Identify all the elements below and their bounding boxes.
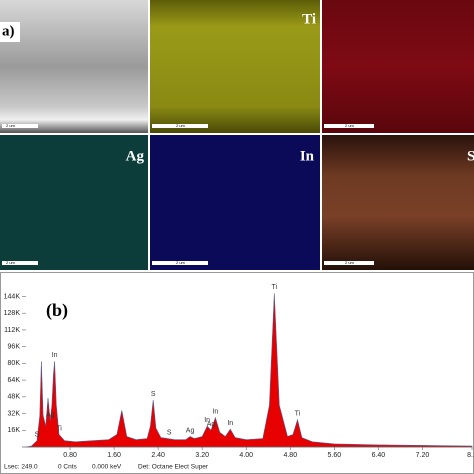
peak-label: S <box>151 391 156 398</box>
x-tick-label: 0.80 <box>63 452 77 459</box>
peak-label: S <box>167 430 172 437</box>
y-tick-label: 144K <box>4 293 21 300</box>
chart-title: (b) <box>46 300 68 321</box>
panel-label: Ti <box>302 11 316 27</box>
scale-bar <box>152 261 208 265</box>
peak-label: S <box>35 432 40 439</box>
scale-bar <box>324 124 374 128</box>
scale-label: 2 um <box>6 123 16 128</box>
panel-label: In <box>300 148 315 164</box>
sem-image <box>0 0 148 133</box>
peak-label: In <box>52 352 58 359</box>
panel-label: Ag <box>126 148 145 164</box>
scale-label: 2 um <box>176 260 186 265</box>
peak-label: Ti <box>56 425 62 432</box>
peak-label: Ag <box>207 421 216 428</box>
ti-map <box>150 0 320 133</box>
scale-bar <box>152 124 208 128</box>
scale-bar <box>2 124 38 128</box>
in-map <box>150 135 320 270</box>
y-tick-label: 112K <box>4 327 20 334</box>
footer: Det: Octane Elect Super <box>138 464 209 471</box>
scale-bar <box>2 261 38 265</box>
x-tick-label: 3.20 <box>195 452 209 459</box>
panel-label: S <box>467 148 474 164</box>
x-tick-label: 2.40 <box>151 452 165 459</box>
s-map <box>322 135 474 270</box>
spectrum-area <box>25 293 473 448</box>
x-tick-label: 4.00 <box>239 452 253 459</box>
footer: 0.000 keV <box>92 464 122 471</box>
map <box>322 0 474 133</box>
peak-label: Ag <box>46 412 55 419</box>
y-tick-label: 96K <box>8 344 21 351</box>
y-tick-label: 48K <box>8 394 21 401</box>
ag-map <box>0 135 148 270</box>
footer: Lsec: 249.0 <box>4 464 38 471</box>
scale-bars: 2 um 2 um 2 um 2 um 2 um 2 um <box>2 123 374 265</box>
x-tick-label: 6.40 <box>372 452 386 459</box>
x-tick-label: 4.80 <box>283 452 297 459</box>
scale-label: 2 um <box>6 260 16 265</box>
x-tick-label: 7.20 <box>416 452 430 459</box>
label-box <box>0 22 20 42</box>
scale-label: 2 um <box>345 260 355 265</box>
scale-bar <box>324 261 374 265</box>
footer: 0 Cnts <box>58 464 78 471</box>
spectrum-panel <box>0 272 474 474</box>
scale-label: 2 um <box>176 123 186 128</box>
panel-label: a) <box>2 23 15 39</box>
peak-label: Ag <box>186 427 195 434</box>
x-tick-label: 8.1 <box>467 452 474 459</box>
y-tick-label: 64K <box>8 377 21 384</box>
y-tick-label: 80K <box>8 360 21 367</box>
peak-label: In <box>227 420 233 427</box>
y-tick-label: 128K <box>4 310 21 317</box>
y-tick-label: 32K <box>8 410 21 417</box>
x-tick-label: 1.60 <box>107 452 121 459</box>
peak-label: In <box>212 409 218 416</box>
peak-label: In <box>204 417 210 424</box>
peak-label: Ti <box>295 411 301 418</box>
scale-label: 2 um <box>345 123 355 128</box>
y-tick-label: 16K <box>8 427 21 434</box>
x-tick-label: 5.60 <box>328 452 342 459</box>
peak-label: Ti <box>272 284 278 291</box>
